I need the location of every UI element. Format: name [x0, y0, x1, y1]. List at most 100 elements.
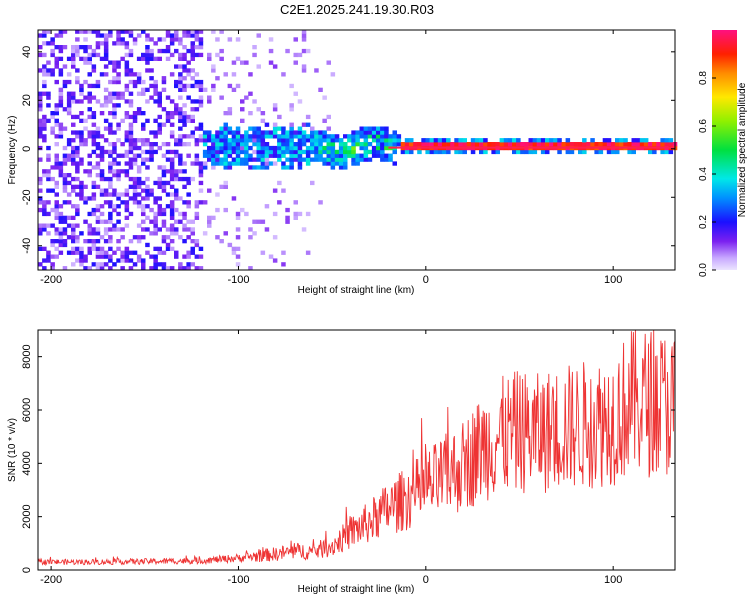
- spectrogram-cell: [215, 52, 220, 58]
- spectrogram-cell: [330, 142, 336, 147]
- spectrogram-cell: [112, 79, 117, 85]
- spectrogram-cell: [186, 68, 191, 73]
- spectrogram-cell: [231, 250, 237, 255]
- spectrogram-cell: [71, 235, 76, 240]
- spectrogram-cell: [516, 149, 521, 155]
- spectrogram-cell: [87, 107, 92, 112]
- spectrogram-cell: [161, 219, 167, 224]
- spectrogram-cell: [165, 180, 171, 186]
- spectrogram-cell: [79, 246, 84, 251]
- spectrogram-cell: [293, 134, 298, 139]
- spectrogram-cell: [54, 103, 59, 108]
- spectrogram-cell: [277, 157, 282, 162]
- spectrogram-cell: [388, 138, 393, 143]
- spectrogram-cell: [252, 231, 257, 236]
- snr-background: [38, 330, 675, 570]
- spectrogram-cell: [297, 130, 303, 135]
- spectrogram-cell: [285, 130, 290, 135]
- spectrogram-cell: [66, 79, 72, 85]
- spectrogram-cell: [87, 114, 92, 120]
- spectrogram-cell: [590, 138, 595, 143]
- spectrogram-cell: [79, 196, 84, 201]
- spectrogram-cell: [46, 157, 51, 162]
- spectrogram-cell: [62, 180, 68, 186]
- spectrogram-cell: [99, 103, 105, 108]
- spectrogram-cell: [606, 142, 612, 147]
- spectrogram-cell: [103, 239, 109, 244]
- spectrogram-cell: [260, 250, 266, 255]
- spectrogram-cell: [103, 118, 109, 123]
- spectrogram-cell: [103, 99, 109, 104]
- spectrogram-cell: [392, 149, 397, 155]
- spectrogram-cell: [272, 64, 278, 69]
- spectrogram-cell: [103, 188, 109, 193]
- spectrogram-cell: [149, 52, 154, 58]
- spectrogram-cell: [264, 204, 270, 209]
- spectrogram-cell: [462, 138, 467, 143]
- spectrogram-cell: [62, 145, 68, 151]
- spectrogram-cell: [182, 114, 187, 120]
- spectrogram-cell: [103, 64, 109, 69]
- spectrogram-cell: [91, 114, 97, 120]
- x-tick-label: -200: [40, 574, 62, 586]
- spectrogram-cell: [141, 204, 146, 209]
- spectrogram-cell: [400, 149, 406, 155]
- spectrogram-cell: [108, 211, 113, 217]
- spectrogram-cell: [174, 29, 179, 34]
- spectrogram-cell: [149, 266, 154, 271]
- spectrogram-cell: [38, 134, 43, 139]
- spectrogram-cell: [322, 118, 327, 123]
- spectrogram-cell: [83, 219, 88, 224]
- spectrogram-cell: [141, 266, 146, 271]
- spectrogram-cell: [244, 95, 249, 100]
- spectrogram-cell: [606, 149, 612, 155]
- spectrogram-cell: [376, 134, 381, 139]
- spectrogram-cell: [91, 122, 97, 127]
- spectrogram-cell: [314, 145, 319, 151]
- spectrogram-cell: [252, 138, 257, 143]
- spectrogram-cell: [441, 149, 447, 155]
- spectrogram-cell: [520, 149, 525, 155]
- spectrogram-cell: [99, 134, 105, 139]
- spectrogram-cell: [38, 95, 43, 100]
- spectrogram-cell: [289, 126, 294, 131]
- spectrogram-cell: [190, 52, 195, 58]
- spectrogram-cell: [132, 196, 138, 201]
- spectrogram-cell: [227, 130, 233, 135]
- spectrogram-cell: [301, 37, 307, 42]
- spectrogram-cell: [95, 41, 101, 46]
- spectrogram-cell: [384, 126, 389, 131]
- spectrogram-cell: [108, 219, 113, 224]
- spectrogram-cell: [281, 153, 286, 158]
- spectrogram-cell: [264, 142, 270, 147]
- spectrogram-cell: [124, 114, 130, 120]
- spectrogram-cell: [108, 204, 113, 209]
- spectrogram-cell: [248, 91, 253, 96]
- spectrogram-cell: [169, 200, 175, 205]
- spectrogram-cell: [178, 37, 183, 42]
- spectrogram-cell: [79, 130, 84, 135]
- snr-x-label: Height of straight line (km): [298, 584, 415, 595]
- spectrogram-cell: [141, 262, 146, 267]
- spectrogram-cell: [103, 254, 109, 259]
- spectrogram-cell: [132, 37, 138, 42]
- spectrogram-cell: [314, 68, 319, 73]
- spectrogram-cell: [42, 126, 47, 131]
- spectrogram-cell: [178, 64, 183, 69]
- spectrogram-cell: [260, 142, 266, 147]
- spectrogram-cell: [71, 138, 76, 143]
- spectrogram-cell: [285, 142, 290, 147]
- spectrogram-cell: [380, 134, 385, 139]
- spectrogram-cell: [272, 126, 278, 131]
- spectrogram-cell: [301, 134, 307, 139]
- spectrogram-cell: [207, 56, 212, 61]
- spectrogram-cell: [392, 142, 397, 147]
- spectrogram-cell: [149, 145, 154, 151]
- spectrogram-cell: [145, 60, 150, 65]
- spectrogram-cell: [95, 231, 101, 236]
- spectrogram-cell: [363, 157, 369, 162]
- spectrogram-cell: [359, 134, 364, 139]
- spectrogram-cell: [165, 266, 171, 271]
- spectrogram-cell: [112, 41, 117, 46]
- spectrogram-cell: [124, 138, 130, 143]
